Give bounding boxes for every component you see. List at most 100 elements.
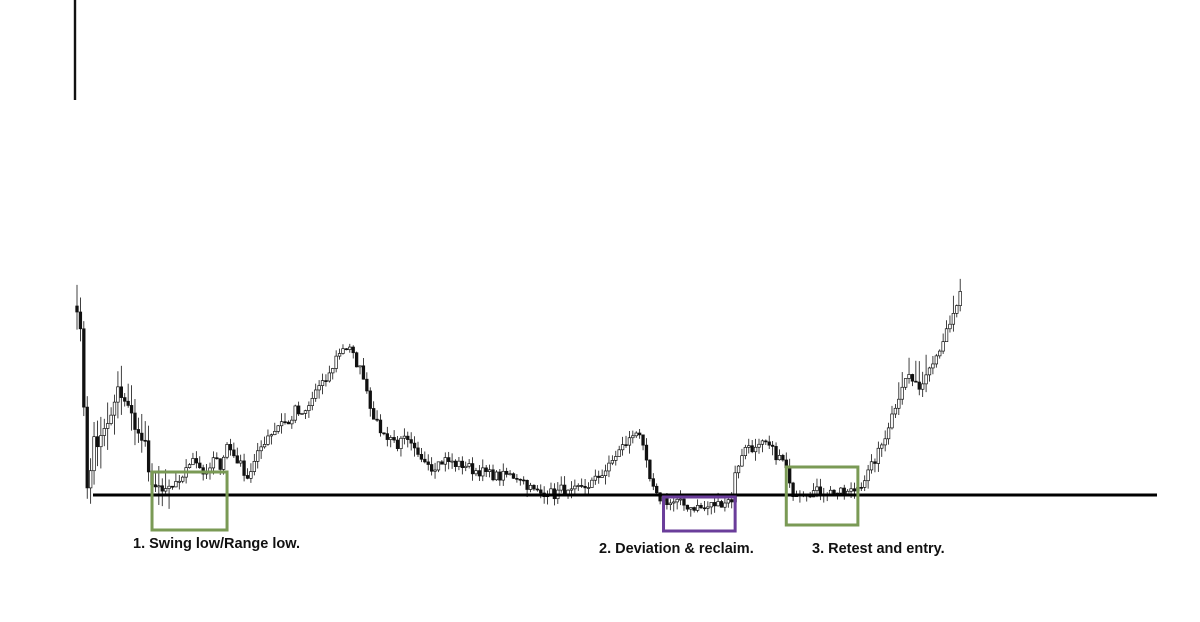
candle (719, 499, 724, 508)
candle (948, 315, 952, 333)
candle (593, 469, 597, 485)
candle (481, 459, 485, 482)
candle-body (143, 439, 147, 442)
candle-body (177, 480, 181, 483)
candle (95, 420, 100, 467)
candle-body (876, 447, 880, 464)
candle (562, 476, 567, 497)
candle (576, 483, 580, 491)
candle-body (726, 499, 730, 504)
candle (361, 357, 366, 380)
candle-body (958, 291, 962, 306)
candle (644, 438, 649, 468)
candle (770, 441, 775, 456)
candle (535, 485, 539, 492)
candle-body (743, 447, 748, 456)
candle-body (102, 428, 106, 436)
candle-body (924, 374, 928, 385)
candle (494, 470, 499, 481)
candle (641, 434, 645, 451)
candle (146, 425, 151, 482)
candle (743, 444, 748, 460)
candle (297, 401, 301, 416)
candle-body (501, 470, 505, 481)
candle-body (358, 365, 362, 368)
candle (921, 371, 925, 397)
candle-body (307, 405, 311, 411)
candle-body (474, 470, 478, 475)
candle (460, 456, 464, 475)
candle-body (215, 457, 219, 460)
candle (467, 459, 471, 469)
candle-body (283, 421, 287, 424)
candle-body (337, 353, 342, 357)
candle-body (187, 464, 192, 468)
candle-body (934, 355, 938, 365)
candle (378, 414, 383, 437)
candle-body (259, 446, 263, 452)
candle-body (515, 477, 519, 480)
candle (242, 453, 246, 482)
candle-body (447, 457, 451, 462)
candle-body (481, 467, 485, 477)
candle-body (464, 465, 468, 468)
candle (235, 447, 239, 464)
candle-body (532, 484, 536, 490)
candle-body (709, 502, 713, 508)
candle-body (354, 352, 359, 368)
candle-body (78, 311, 83, 330)
candle-body (106, 423, 110, 429)
candle (610, 455, 615, 466)
candle (880, 442, 884, 457)
candle (559, 476, 563, 493)
candle-body (723, 502, 727, 508)
candle-body (402, 435, 407, 439)
candle (187, 463, 192, 469)
candle (757, 438, 761, 454)
candle-body (498, 471, 502, 481)
candle (651, 473, 655, 491)
candle-body (760, 440, 765, 445)
candle (170, 485, 175, 490)
candle (515, 474, 519, 483)
candle-body (730, 499, 734, 503)
candle-body (528, 484, 533, 490)
candle (160, 478, 164, 507)
candle (109, 407, 113, 426)
candle (334, 350, 338, 373)
candle-body (477, 470, 482, 477)
candle (436, 461, 441, 473)
candle (194, 451, 199, 469)
candle (262, 436, 267, 449)
candle-body (849, 488, 853, 492)
candle (331, 367, 335, 380)
candle (883, 430, 887, 452)
candle-body (624, 444, 628, 447)
candle-body (774, 446, 778, 461)
candle (320, 373, 325, 395)
candle (402, 428, 407, 445)
candle (351, 345, 355, 359)
candle-body (859, 486, 863, 489)
candle-body (491, 469, 495, 481)
candle (314, 383, 318, 402)
candle (82, 321, 86, 417)
candle-body (692, 507, 696, 511)
candle-body (368, 390, 372, 409)
candle-body (770, 444, 775, 447)
candle (245, 468, 250, 480)
candle-body (948, 323, 952, 330)
candle (140, 413, 144, 453)
candle-body (620, 444, 625, 451)
candle (607, 455, 611, 478)
candle-body (419, 454, 424, 460)
candle-body (682, 498, 686, 506)
candle-body (665, 497, 669, 505)
candle-body (890, 413, 894, 429)
candle-body (470, 463, 475, 475)
candle (470, 457, 475, 481)
candle-body (886, 427, 891, 440)
candle-body (791, 482, 795, 497)
candle (859, 482, 863, 492)
candle (487, 464, 492, 478)
